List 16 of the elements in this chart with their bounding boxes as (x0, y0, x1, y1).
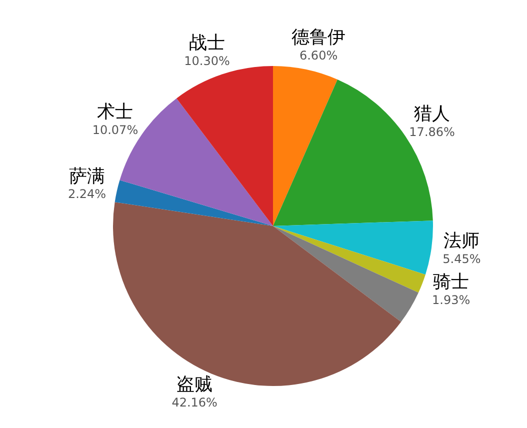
slice-label: 法师 (444, 230, 480, 252)
data-label: 6.60% (299, 48, 338, 63)
slice-label: 术士 (97, 102, 134, 123)
data-label: 5.45% (442, 252, 481, 266)
slice-label: 盗贼 (176, 374, 213, 395)
slice-label: 萨满 (69, 166, 106, 187)
data-label: 2.24% (68, 187, 106, 202)
slice-label: 猎人 (414, 103, 450, 124)
data-label: 10.07% (92, 123, 138, 138)
data-label: 1.93% (432, 292, 470, 307)
data-label: 17.86% (409, 124, 455, 139)
data-label: 42.16% (172, 395, 218, 410)
slice-label: 骑士 (433, 271, 470, 292)
data-label: 10.30% (184, 54, 230, 68)
slice-label: 战士 (189, 32, 226, 54)
slice-label: 德鲁伊 (292, 27, 346, 48)
